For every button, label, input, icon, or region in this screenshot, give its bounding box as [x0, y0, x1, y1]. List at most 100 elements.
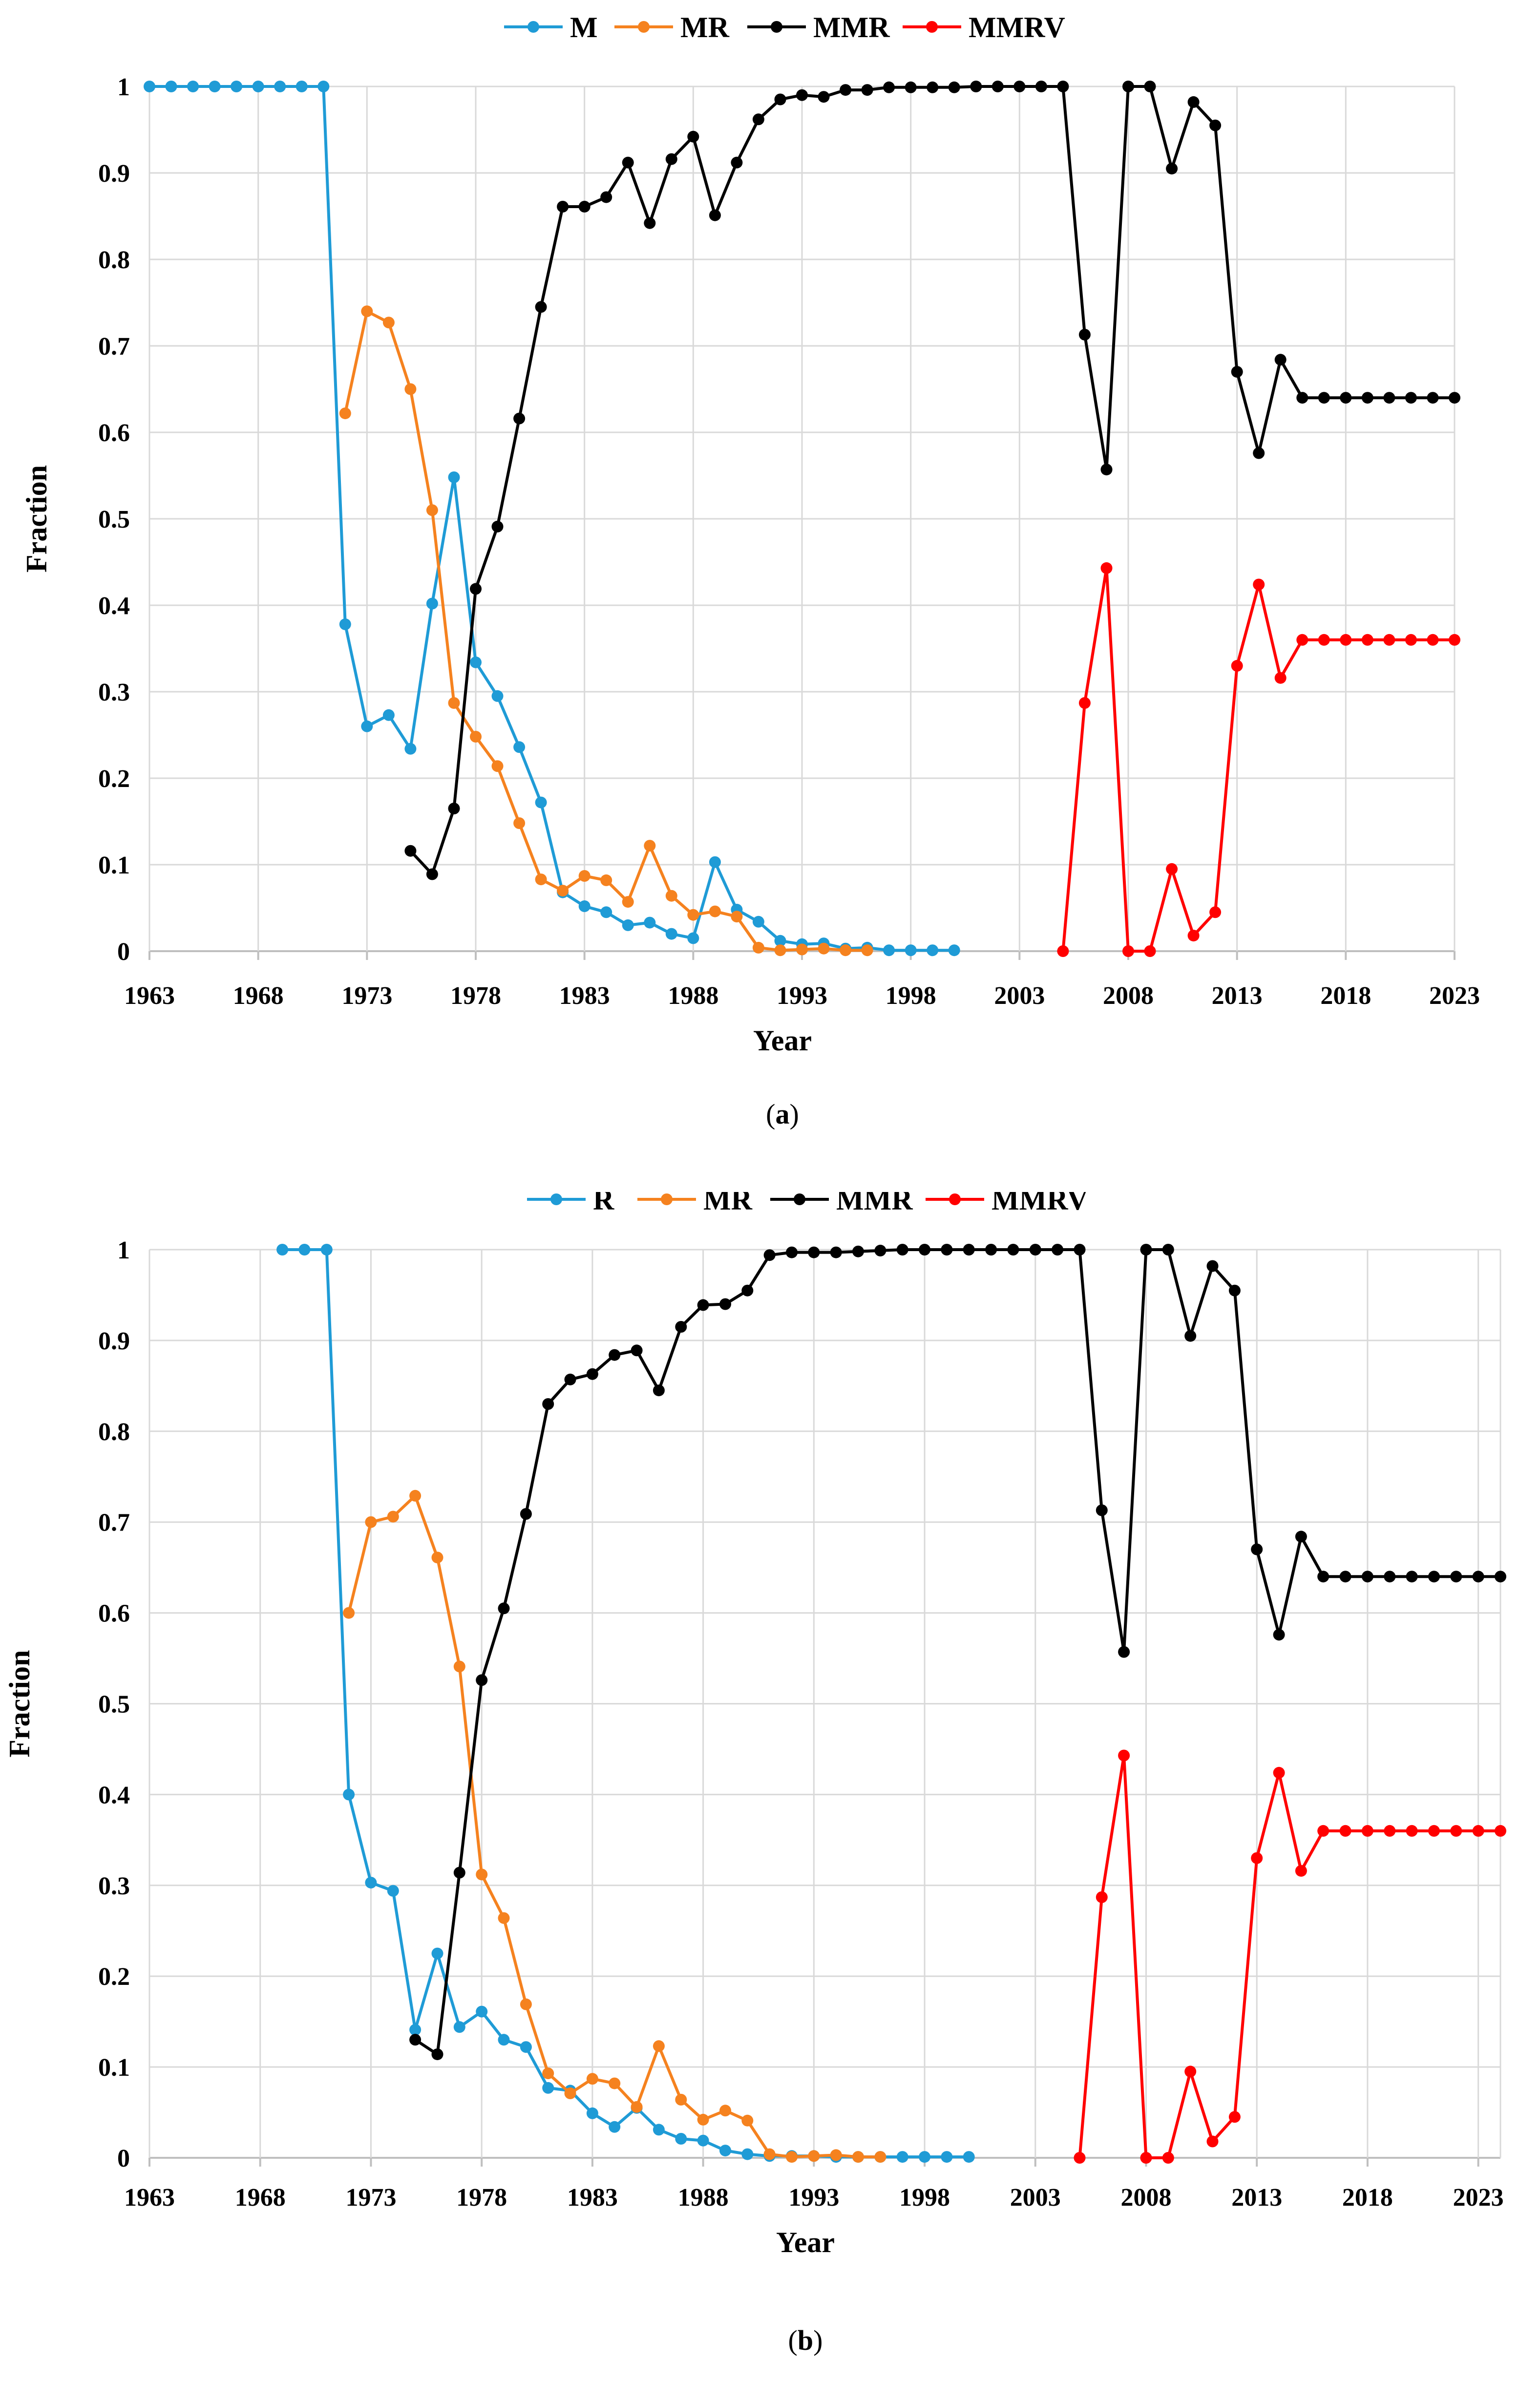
data-point	[1187, 96, 1200, 108]
x-tick-label: 2013	[1231, 2184, 1282, 2212]
data-point	[535, 796, 547, 809]
data-point	[1361, 634, 1373, 646]
data-point	[719, 2145, 731, 2157]
data-point	[1405, 634, 1417, 646]
x-tick-label: 2003	[1010, 2184, 1061, 2212]
x-axis-title: Year	[753, 1024, 812, 1057]
data-point	[476, 1674, 488, 1686]
x-tick-label: 1983	[567, 2184, 618, 2212]
figure-caption: (a)	[766, 1098, 799, 1130]
legend-swatch-marker	[638, 21, 650, 33]
data-point	[431, 1552, 443, 1564]
x-tick-label: 2023	[1453, 2184, 1504, 2212]
data-point	[1450, 1571, 1462, 1583]
data-point	[763, 2148, 776, 2160]
data-point	[1209, 906, 1222, 918]
data-point	[1318, 634, 1330, 646]
data-point	[752, 113, 764, 126]
legend-item-r: R	[527, 1192, 614, 1216]
data-point	[675, 1321, 687, 1333]
data-point	[1427, 634, 1439, 646]
data-point	[382, 709, 395, 721]
data-point	[1340, 634, 1352, 646]
data-point	[752, 915, 764, 928]
data-point	[382, 317, 395, 329]
data-point	[448, 471, 460, 483]
data-point	[985, 1244, 997, 1256]
data-point	[404, 845, 417, 857]
data-point	[1339, 1825, 1351, 1837]
data-point	[491, 690, 504, 702]
data-point	[883, 81, 895, 93]
data-point	[343, 1607, 355, 1619]
legend-label: MMRV	[992, 1192, 1088, 1216]
y-tick-label: 1	[117, 73, 130, 101]
data-point	[1428, 1571, 1440, 1583]
x-tick-label: 1993	[777, 982, 827, 1010]
data-point	[1122, 81, 1134, 92]
legend-label: MR	[680, 11, 730, 43]
x-tick-label: 2008	[1103, 982, 1154, 1010]
y-tick-label: 0	[117, 2145, 130, 2172]
data-point	[586, 1368, 598, 1380]
legend-swatch-marker	[926, 21, 938, 33]
data-point	[941, 1244, 953, 1256]
data-point	[361, 720, 373, 732]
data-point	[653, 2124, 665, 2136]
data-point	[1122, 945, 1134, 957]
data-point	[453, 2021, 465, 2033]
data-point	[426, 868, 438, 880]
data-point	[339, 407, 351, 420]
data-point	[470, 583, 482, 595]
data-point	[786, 2151, 798, 2163]
x-tick-label: 1998	[899, 2184, 950, 2212]
data-point	[1339, 1571, 1351, 1583]
data-point	[1427, 392, 1439, 404]
data-point	[564, 1373, 576, 1385]
data-point	[520, 1998, 532, 2010]
y-tick-label: 0.5	[98, 1691, 130, 1719]
legend-item-mr: MR	[614, 11, 730, 43]
data-point	[453, 1867, 465, 1879]
data-point	[1406, 1825, 1418, 1837]
data-point	[927, 81, 939, 93]
gridlines	[148, 85, 1456, 960]
data-point	[1273, 1629, 1285, 1641]
data-point	[861, 84, 873, 96]
data-point	[600, 191, 612, 203]
data-point	[365, 1516, 377, 1528]
legend-label: MR	[703, 1192, 753, 1216]
legend-swatch-marker	[527, 21, 539, 33]
data-point	[1140, 1244, 1152, 1256]
data-point	[1118, 1749, 1130, 1762]
y-tick-label: 0.7	[98, 333, 130, 361]
data-point	[1296, 392, 1308, 404]
data-point	[1057, 81, 1069, 92]
legend: R MR MMR MMRV	[527, 1192, 1088, 1216]
data-point	[409, 1490, 422, 1502]
data-point	[653, 1384, 665, 1397]
data-point	[298, 1244, 311, 1256]
data-point	[1449, 634, 1460, 646]
data-point	[498, 1912, 510, 1924]
legend-label: MMR	[813, 11, 890, 43]
y-tick-label: 0.3	[98, 1872, 130, 1900]
line-chart-a: 0 0.1 0.2 0.3 0.4 0.5 0.6 0.7 0.8 0.9 1 1963 1968 197…	[21, 11, 1480, 1130]
data-point	[209, 81, 221, 92]
data-point	[557, 885, 569, 897]
data-point	[709, 209, 721, 221]
data-point	[1384, 1825, 1396, 1837]
x-tick-label: 1998	[886, 982, 936, 1010]
data-point	[513, 817, 526, 829]
x-tick-label: 1973	[341, 982, 392, 1010]
data-point	[808, 2150, 820, 2162]
y-tick-label: 0.4	[98, 592, 130, 620]
series-line-mmr	[414, 1248, 1500, 2056]
data-point	[644, 840, 656, 852]
data-point	[1449, 392, 1460, 404]
data-point	[409, 2023, 422, 2036]
data-point	[1231, 660, 1243, 672]
caption-letter: b	[798, 2324, 813, 2356]
data-point	[557, 201, 569, 213]
data-point	[1144, 945, 1156, 957]
